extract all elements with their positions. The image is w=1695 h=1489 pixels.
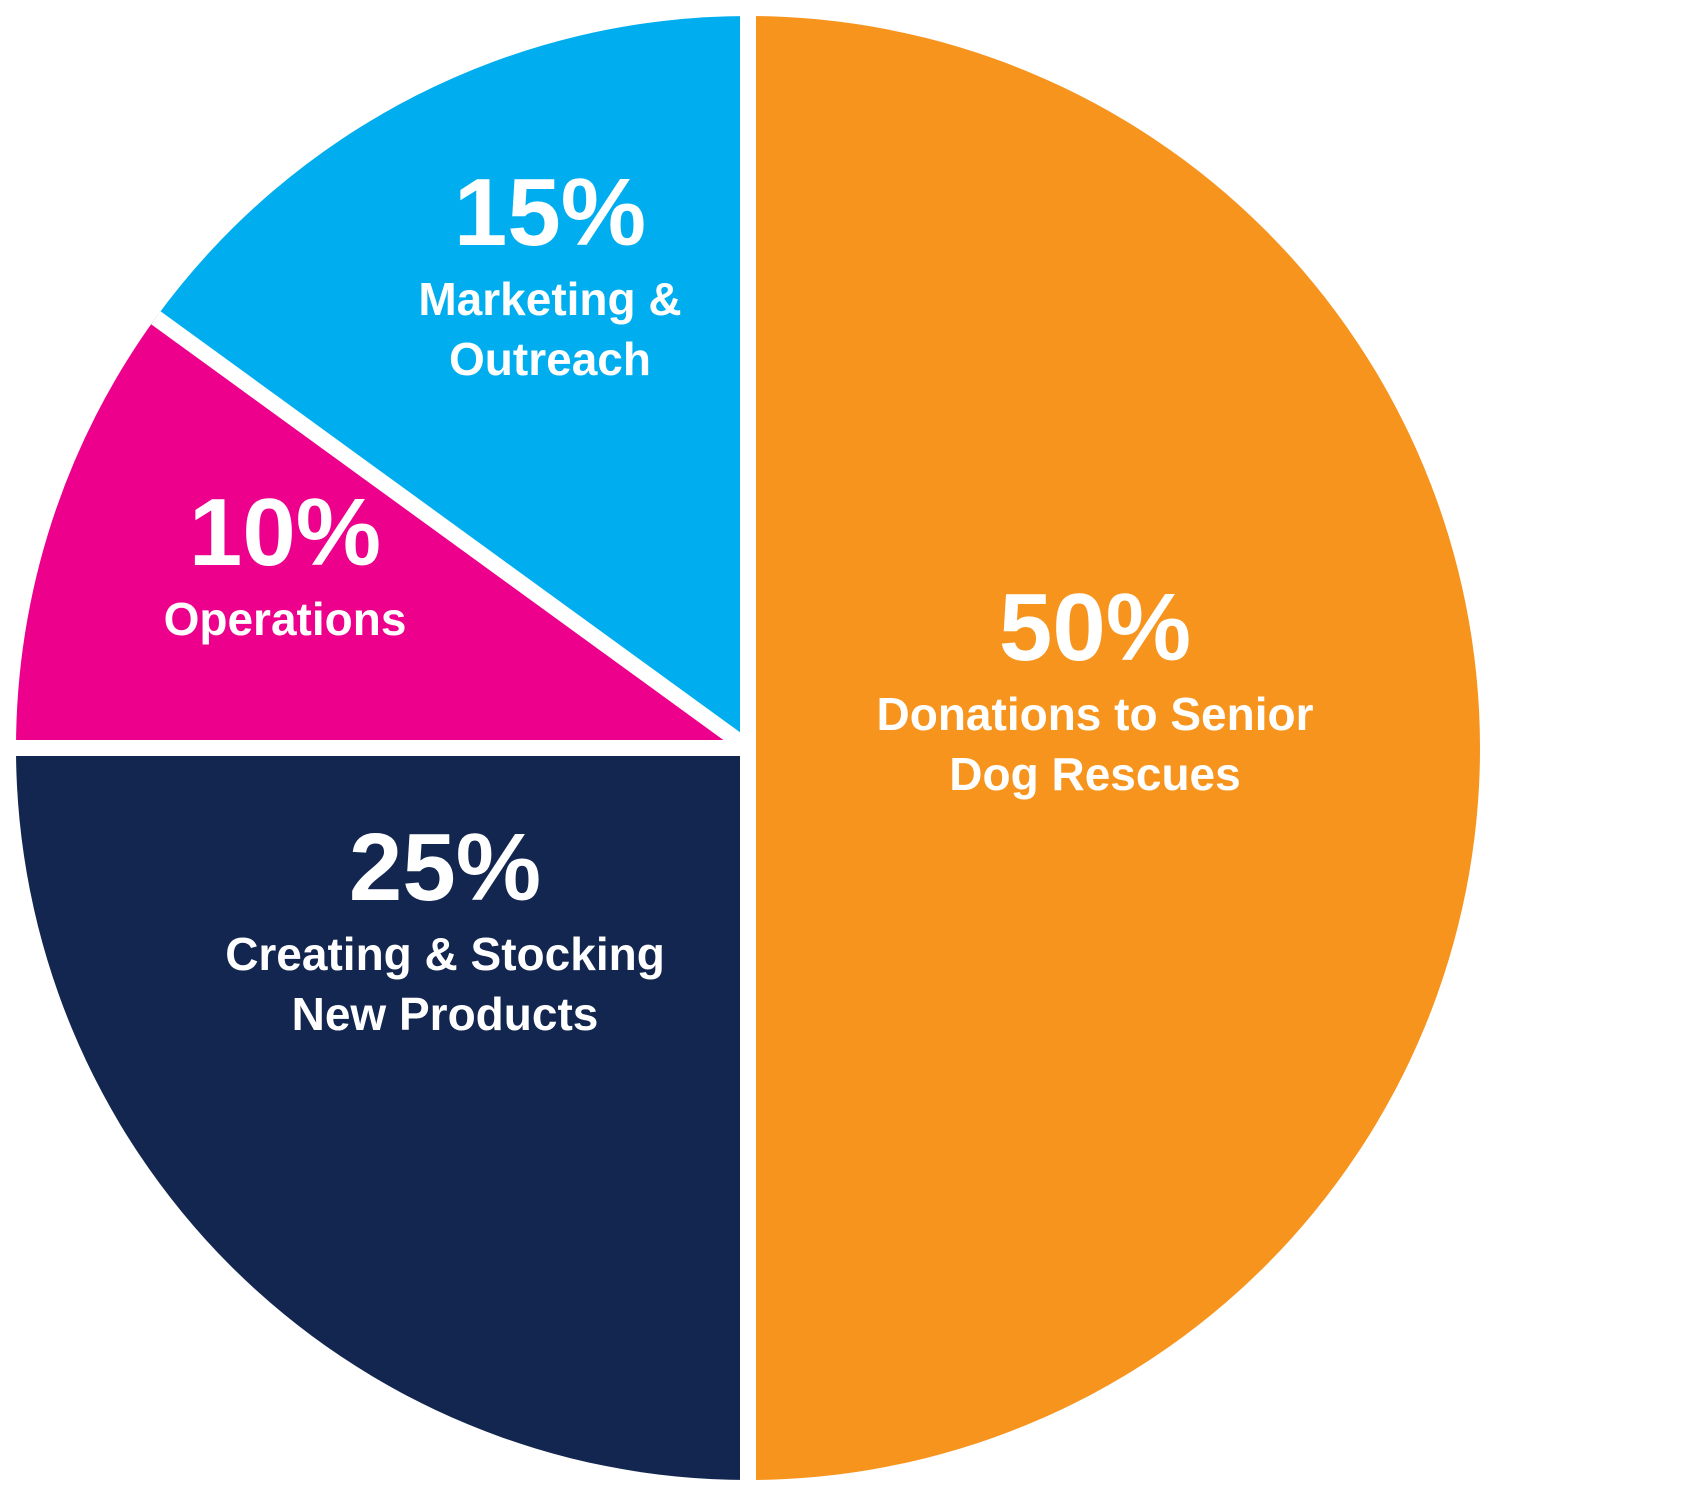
separators-group [16,16,756,1480]
slices-group [16,16,1480,1480]
pie-slice-2 [16,748,748,1480]
slice-percent-label: 50% [999,574,1191,681]
slice-separator-4 [151,311,753,755]
slice-category-label: Marketing & [418,273,681,325]
slice-category-label: New Products [292,988,599,1040]
slice-percent-label: 10% [189,479,381,586]
slice-label-group-2: 25% Creating & Stocking New Products [225,814,665,1040]
labels-group: 50% Donations to Senior Dog Rescues 25% Crea… [164,159,1314,1040]
slice-label-group-4: 15% Marketing & Outreach [418,159,681,385]
slice-percent-label: 15% [454,159,646,266]
slice-category-label: Creating & Stocking [225,928,665,980]
slice-percent-label: 25% [349,814,541,921]
slice-category-label: Operations [164,593,407,645]
slice-category-label: Dog Rescues [949,748,1240,800]
slice-category-label: Outreach [449,333,651,385]
slice-category-label: Donations to Senior [877,688,1314,740]
slice-label-group-3: 10% Operations [164,479,407,645]
pie-slice-3 [16,317,748,748]
pie-slice-4 [155,16,749,748]
pie-slice-1 [748,16,1480,1480]
slice-label-group-1: 50% Donations to Senior Dog Rescues [877,574,1314,800]
